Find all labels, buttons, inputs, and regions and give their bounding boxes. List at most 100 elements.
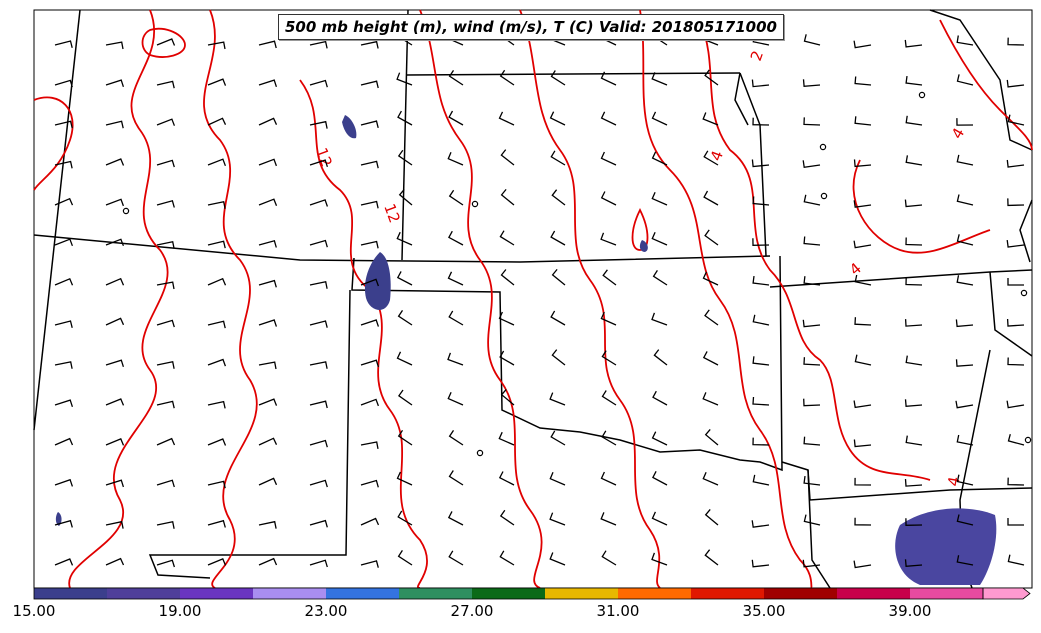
wind-barb	[105, 317, 125, 326]
wind-barb	[600, 311, 617, 326]
wind-barb	[258, 520, 277, 529]
wind-barb	[550, 230, 566, 246]
colorbar-segment	[545, 588, 619, 599]
colorbar-segment	[399, 588, 473, 599]
wind-barb	[258, 198, 278, 206]
wind-barb	[551, 189, 566, 206]
wind-barb	[500, 149, 515, 166]
wind-barb	[752, 474, 770, 486]
map-title: 500 mb height (m), wind (m/s), T (C) Val…	[278, 14, 784, 40]
wind-barb	[905, 435, 923, 446]
wind-barb	[802, 160, 821, 169]
wind-barb	[651, 552, 668, 566]
contour-label: 12	[312, 145, 335, 169]
wind-barb	[498, 311, 515, 326]
wind-barb	[207, 41, 226, 50]
wind-barb	[156, 559, 176, 568]
wind-barb	[1006, 79, 1025, 88]
wind-barb	[651, 151, 668, 166]
wind-barb	[105, 359, 125, 367]
wind-barb	[752, 314, 770, 326]
wind-barb	[1007, 198, 1025, 207]
wind-barb	[156, 159, 175, 168]
colorbar-outline	[33, 587, 984, 600]
wind-barb	[904, 199, 923, 208]
colorbar-extend-arrow	[982, 587, 1031, 600]
wind-barb	[704, 229, 719, 246]
wind-barb	[54, 160, 73, 169]
wind-barb	[360, 160, 379, 169]
wind-barb	[309, 199, 329, 207]
wind-barb	[258, 477, 278, 486]
wind-barb	[105, 398, 125, 406]
wind-barb	[752, 117, 770, 126]
wind-barb	[704, 309, 719, 326]
wind-barb	[396, 231, 413, 246]
wind-barb	[854, 354, 872, 366]
wind-barbs	[54, 29, 1025, 569]
calm-marker	[918, 91, 926, 99]
wind-barb	[207, 78, 227, 86]
wind-barb	[360, 120, 379, 129]
wind-barb	[397, 510, 413, 526]
wind-barb	[905, 115, 923, 126]
wind-barb	[702, 351, 719, 366]
wind-barb	[1007, 518, 1024, 526]
wind-barb	[105, 557, 125, 566]
wind-barb	[499, 509, 515, 526]
colorbar-tick-label: 19.00	[158, 602, 202, 620]
wind-barb	[258, 319, 278, 327]
wind-barb	[956, 474, 974, 486]
wind-barb	[207, 519, 226, 528]
wind-barb	[854, 76, 872, 86]
wind-barb	[207, 117, 227, 126]
wind-barb	[1007, 357, 1025, 366]
wind-barb	[904, 479, 923, 487]
calm-wind-markers	[122, 91, 1032, 457]
wind-barb	[1006, 400, 1025, 409]
wind-barb	[704, 428, 719, 446]
wind-barb	[499, 230, 515, 246]
wind-barb	[549, 111, 566, 126]
wind-barb	[854, 116, 872, 126]
wind-barb	[156, 281, 175, 290]
wind-barb	[499, 550, 515, 566]
wind-barb	[904, 39, 923, 48]
wind-barb	[802, 319, 821, 328]
wind-barb	[752, 437, 770, 446]
wind-barb	[448, 189, 464, 206]
colorbar-segment	[180, 588, 254, 599]
wind-barb	[105, 198, 125, 207]
wind-barb	[258, 437, 278, 446]
wind-barb	[602, 269, 617, 286]
wind-barb	[1007, 554, 1025, 566]
wind-barb	[309, 439, 328, 448]
wind-barb	[498, 431, 515, 446]
wind-barb	[653, 349, 668, 366]
wind-barb	[803, 398, 821, 407]
wind-barb	[309, 320, 328, 328]
colorbar-tick-label: 35.00	[742, 602, 786, 620]
wind-barb	[156, 80, 175, 89]
wind-barb	[601, 430, 617, 446]
wind-barb	[853, 560, 872, 569]
colorbar	[33, 587, 1031, 600]
wind-barb	[54, 238, 74, 247]
colorbar-segment	[326, 588, 400, 599]
wind-barb	[54, 320, 73, 328]
wind-barb	[551, 268, 566, 286]
wind-barb	[207, 558, 227, 566]
wind-barb	[956, 154, 974, 166]
wind-barb	[396, 271, 413, 286]
wind-barb	[853, 240, 872, 249]
wind-barb	[360, 40, 379, 49]
wind-barb	[105, 41, 124, 50]
wind-barb	[500, 269, 515, 286]
wind-barb	[549, 472, 566, 486]
wind-barb	[105, 158, 125, 166]
wind-barb	[601, 550, 617, 566]
wind-barb	[651, 191, 668, 206]
fill-region	[364, 252, 391, 310]
wind-barb	[600, 71, 617, 86]
wind-barb	[803, 436, 821, 446]
